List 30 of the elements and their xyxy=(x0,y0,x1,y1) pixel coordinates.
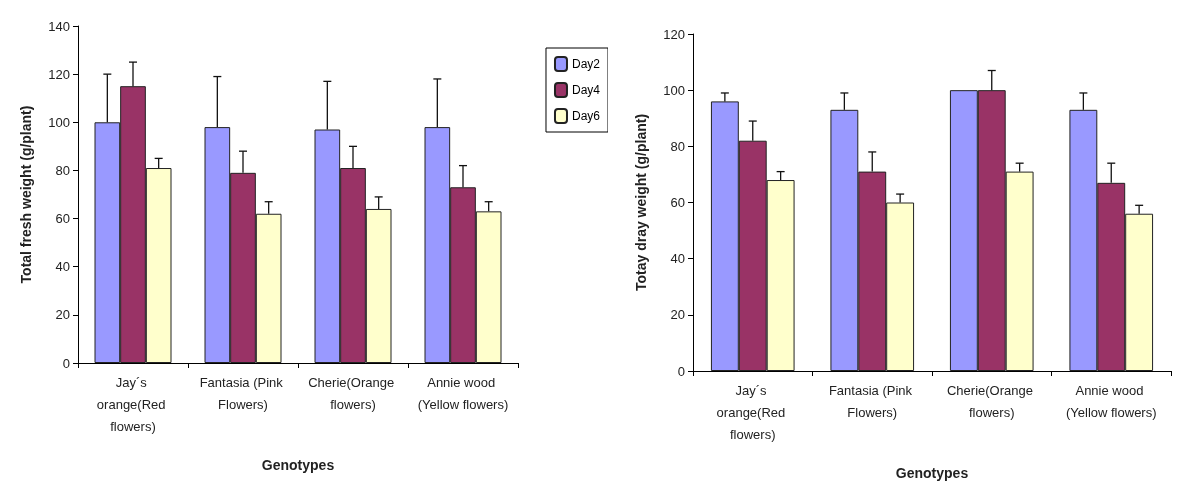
y-tick-label: 120 xyxy=(48,66,70,82)
y-tick-label: 140 xyxy=(48,18,70,34)
y-tick-label: 80 xyxy=(670,138,685,154)
y-tick-label: 120 xyxy=(663,26,685,42)
y-tick-label: 20 xyxy=(670,307,685,323)
x-tick-label: Fantasia (Pink Flowers) xyxy=(828,382,916,420)
y-tick-label: 0 xyxy=(62,355,70,371)
y-tick-label: 100 xyxy=(48,114,70,130)
y-tick-label: 40 xyxy=(670,251,685,267)
x-tick-label: Jay´s orange(Red flowers) xyxy=(716,382,789,442)
y-tick-label: 60 xyxy=(55,211,70,227)
y-tick-label: 80 xyxy=(55,162,70,178)
x-tick-label: Cherie(Orange flowers) xyxy=(946,382,1037,420)
y-tick-label: 60 xyxy=(670,195,685,210)
x-tick-label: Fantasia (Pink Flowers) xyxy=(199,374,287,412)
x-axis-title: Genotypes xyxy=(895,465,969,481)
x-tick-label: Jay´s orange(Red flowers) xyxy=(96,374,170,434)
y-axis-title: Total fresh weight (g/plant) xyxy=(18,105,34,284)
legend-label: Day6 xyxy=(571,109,601,123)
x-tick-label: Annie wood (Yellow flowers) xyxy=(417,374,509,412)
legend-label: Day2 xyxy=(571,57,601,71)
x-tick-label: Cherie(Orange flowers) xyxy=(308,374,398,412)
legend-label: Day4 xyxy=(571,83,601,97)
y-tick-label: 100 xyxy=(663,82,685,98)
y-tick-label: 40 xyxy=(55,259,70,275)
y-tick-label: 0 xyxy=(677,363,685,379)
y-tick-label: 20 xyxy=(55,307,70,323)
y-axis-title: Totay dray weight (g/plant) xyxy=(633,113,649,292)
x-axis-title: Genotypes xyxy=(261,457,335,473)
x-tick-label: Annie wood (Yellow flowers) xyxy=(1065,382,1157,420)
